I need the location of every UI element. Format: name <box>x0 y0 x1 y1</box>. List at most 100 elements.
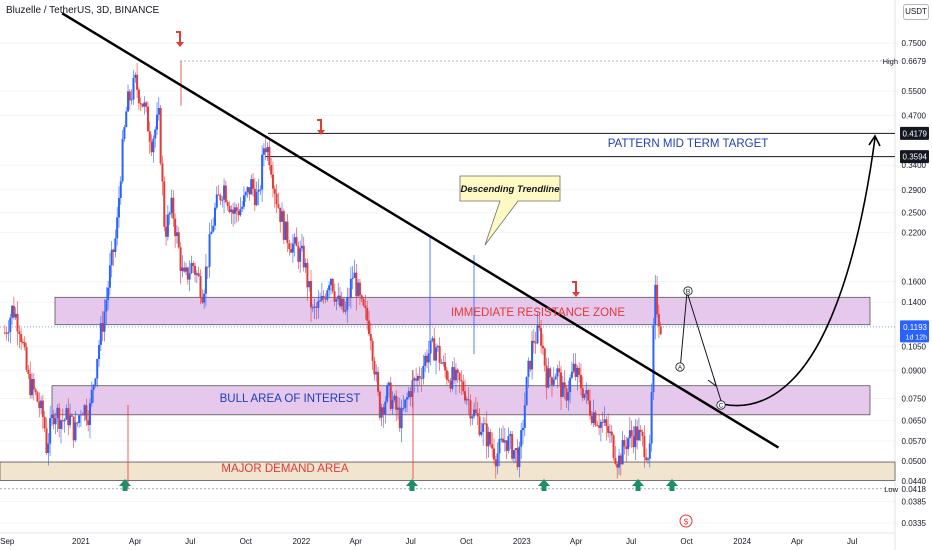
candle-body <box>543 348 546 366</box>
candle-body <box>284 221 287 240</box>
candle-body <box>295 237 298 247</box>
candle-body <box>7 331 10 334</box>
candle-body <box>514 448 517 451</box>
candle-body <box>637 429 640 441</box>
candle-body <box>362 299 365 306</box>
candle-body <box>143 102 146 107</box>
projection-arrowhead <box>707 377 717 388</box>
time-tick-label: Apr <box>570 537 583 546</box>
candle-body <box>244 192 247 196</box>
candle-body <box>186 267 189 280</box>
candle-body <box>172 197 175 219</box>
candle-body <box>634 426 637 448</box>
candle-body <box>641 431 644 436</box>
candle-body <box>364 305 367 308</box>
candle-body <box>185 267 188 272</box>
peak-marker-arrowhead <box>317 130 325 135</box>
candle-body <box>16 313 19 332</box>
candle-body <box>230 209 233 213</box>
candle-body <box>625 446 628 450</box>
candle-body <box>252 179 255 189</box>
candle-body <box>612 435 615 458</box>
candle-body <box>125 111 128 128</box>
candle-body <box>509 434 512 436</box>
candle-body <box>67 408 70 426</box>
candle-body <box>74 422 77 441</box>
candle-body <box>453 367 456 381</box>
candle-body <box>50 414 53 419</box>
candle-body <box>409 391 412 397</box>
candle-body <box>587 390 590 401</box>
candle-body <box>268 146 271 166</box>
candle-body <box>90 390 93 404</box>
price-label-countdown: 1d 12h <box>906 334 928 341</box>
candle-body <box>558 368 561 373</box>
candle-body <box>333 291 336 302</box>
candle-body <box>266 146 269 153</box>
candle-body <box>271 174 274 189</box>
price-tick-label: 0.0750 <box>902 395 927 404</box>
candle-body <box>99 323 102 345</box>
zone-2 <box>0 461 896 481</box>
candle-body <box>56 407 59 419</box>
candle-body <box>621 440 624 465</box>
candle-body <box>239 208 242 216</box>
candle-body <box>431 338 434 341</box>
candle-body <box>487 431 490 447</box>
candle-body <box>242 195 245 207</box>
candle-body <box>157 107 160 115</box>
zone-label: MAJOR DEMAND AREA <box>221 463 348 475</box>
candle-body <box>348 297 351 299</box>
candle-body <box>538 325 541 328</box>
price-label-box <box>900 150 929 164</box>
candle-body <box>108 265 111 288</box>
candle-body <box>375 371 378 375</box>
candle-body <box>259 189 262 191</box>
candle-body <box>219 195 222 201</box>
candle-body <box>146 106 149 132</box>
candle-body <box>540 327 543 346</box>
candle-body <box>440 362 443 364</box>
time-tick-label: Oct <box>680 537 693 546</box>
candle-body <box>583 393 586 398</box>
candle-body <box>565 388 568 401</box>
price-tick-label: 0.0900 <box>902 366 927 375</box>
price-tick-label: 0.2500 <box>902 209 927 218</box>
candle-body <box>574 363 577 377</box>
candle-body <box>161 163 164 182</box>
candle-body <box>422 365 425 379</box>
candle-body <box>40 400 43 409</box>
candle-body <box>261 154 264 190</box>
candle-body <box>194 265 197 275</box>
candle-body <box>560 372 563 397</box>
candle-body <box>45 428 48 454</box>
candle-body <box>148 131 151 142</box>
price-tick-label: 0.2900 <box>902 186 927 195</box>
candle-body <box>395 395 398 410</box>
candle-body <box>512 450 515 459</box>
candle-body <box>425 355 428 363</box>
candle-body <box>228 205 231 213</box>
candle-body <box>311 307 314 309</box>
currency-button[interactable]: USDT <box>903 4 929 20</box>
candle-body <box>92 385 95 391</box>
time-tick-label: 2022 <box>292 537 310 546</box>
candle-body <box>502 438 505 443</box>
candle-body <box>204 266 207 294</box>
price-tick-label: 0.0570 <box>902 437 927 446</box>
candle-body <box>415 378 418 381</box>
candle-body <box>340 298 343 307</box>
candle-body <box>3 332 6 334</box>
candle-body <box>382 407 385 415</box>
candle-body <box>224 185 227 203</box>
candle-body <box>400 408 403 429</box>
candle-body <box>652 325 655 393</box>
candle-body <box>107 287 110 300</box>
candle-body <box>518 446 521 468</box>
zone-label: BULL AREA OF INTEREST <box>220 393 361 405</box>
price-tick-label: 0.3400 <box>902 161 927 170</box>
candle-body <box>523 405 526 428</box>
candle-body <box>418 376 421 379</box>
candle-body <box>47 443 50 454</box>
